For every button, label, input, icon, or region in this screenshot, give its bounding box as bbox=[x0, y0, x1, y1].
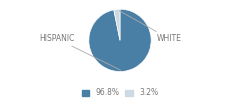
Legend: 96.8%, 3.2%: 96.8%, 3.2% bbox=[80, 87, 160, 99]
Text: WHITE: WHITE bbox=[119, 11, 182, 43]
Text: HISPANIC: HISPANIC bbox=[39, 34, 121, 70]
Wedge shape bbox=[114, 9, 120, 40]
Wedge shape bbox=[89, 9, 151, 72]
